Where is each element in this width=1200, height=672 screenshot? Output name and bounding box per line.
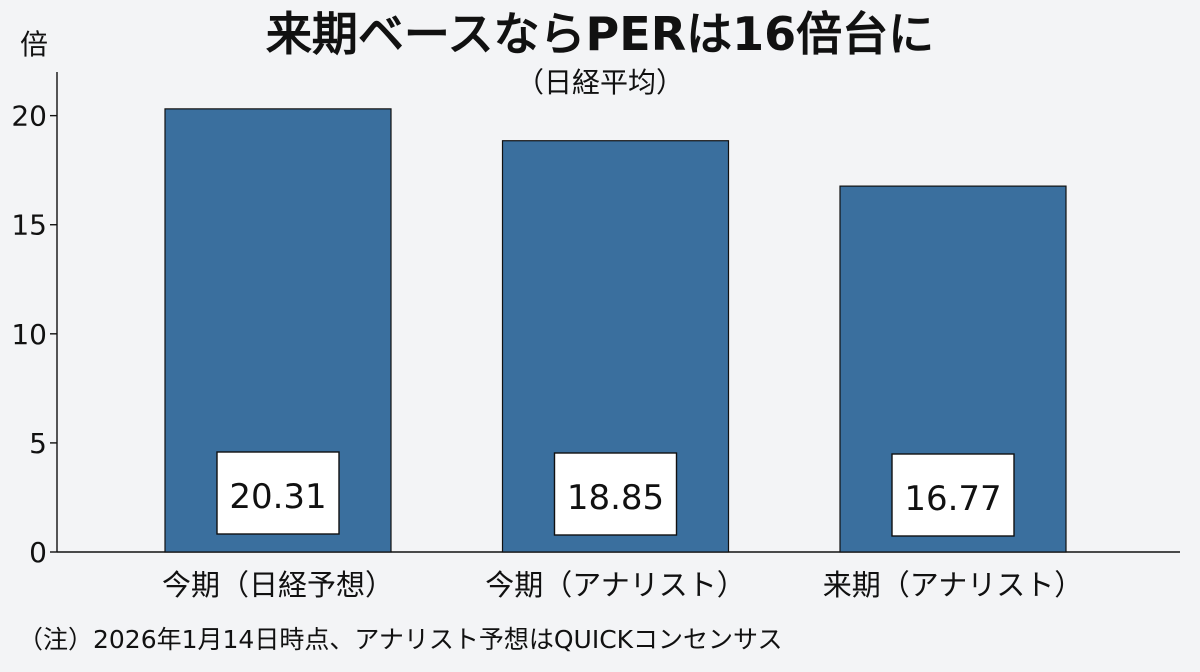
chart-title: 来期ベースならPERは16倍台に bbox=[266, 7, 934, 61]
value-label-box bbox=[553, 452, 678, 536]
x-axis-ticks: 今期（日経予想） 今期（アナリスト） 来期（アナリスト） bbox=[162, 568, 1083, 602]
x-tick-label: 来期（アナリスト） bbox=[823, 568, 1083, 602]
value-label-box bbox=[891, 453, 1015, 537]
x-tick-label: 今期（アナリスト） bbox=[485, 568, 745, 602]
y-tick-label: 20 bbox=[11, 100, 47, 133]
y-axis-ticks: 0 5 10 15 20 bbox=[11, 100, 57, 569]
value-label: 18.85 bbox=[567, 478, 664, 518]
y-axis-unit-label: 倍 bbox=[20, 28, 48, 61]
value-label: 16.77 bbox=[904, 479, 1001, 519]
footnote: （注）2026年1月14日時点、アナリスト予想はQUICKコンセンサス bbox=[18, 625, 783, 654]
chart-subtitle: （日経平均） bbox=[516, 66, 684, 99]
y-tick-label: 15 bbox=[11, 209, 47, 242]
y-tick-label: 0 bbox=[29, 536, 47, 569]
x-tick-label: 今期（日経予想） bbox=[162, 568, 394, 602]
value-label: 20.31 bbox=[229, 477, 326, 517]
y-tick-label: 5 bbox=[29, 427, 47, 460]
value-labels: 20.31 18.85 16.77 bbox=[216, 451, 1015, 537]
y-tick-label: 10 bbox=[11, 318, 47, 351]
value-label-box bbox=[216, 451, 340, 535]
